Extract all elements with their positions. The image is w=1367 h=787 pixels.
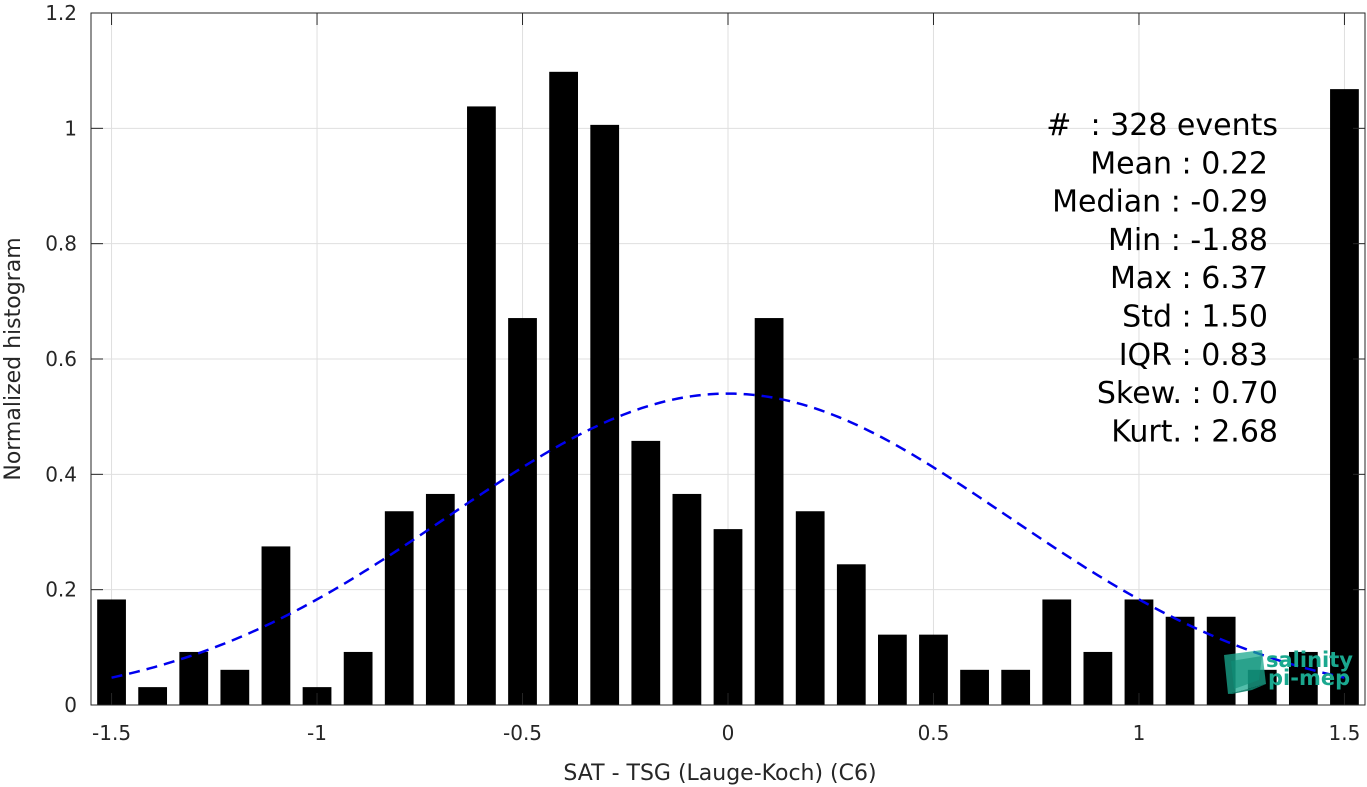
bar-21 bbox=[960, 669, 989, 705]
bar-24 bbox=[1083, 651, 1113, 705]
bar-6 bbox=[343, 651, 373, 705]
bar-23 bbox=[1042, 599, 1072, 705]
stat-line-6: IQR : 0.83 bbox=[1119, 338, 1268, 373]
bar-22 bbox=[1001, 669, 1031, 705]
logo-text-line2: pi-mep bbox=[1268, 666, 1350, 690]
stat-line-0: # : 328 events bbox=[1046, 108, 1278, 143]
x-tick-label-6: 1.5 bbox=[1329, 721, 1361, 745]
bar-1 bbox=[138, 687, 168, 705]
axes bbox=[90, 12, 1366, 706]
stat-line-1: Mean : 0.22 bbox=[1090, 146, 1268, 181]
bar-19 bbox=[878, 634, 907, 705]
x-axis-label: SAT - TSG (Lauge-Koch) (C6) bbox=[563, 761, 876, 786]
bar-3 bbox=[220, 669, 250, 705]
bar-12 bbox=[590, 124, 620, 705]
bar-7 bbox=[384, 511, 414, 705]
bar-18 bbox=[836, 564, 866, 705]
stat-line-4: Max : 6.37 bbox=[1110, 261, 1268, 296]
y-tick-label-1: 0.2 bbox=[45, 578, 77, 602]
bar-10 bbox=[508, 318, 537, 705]
stat-line-2: Median : -0.29 bbox=[1052, 185, 1268, 220]
y-tick-label-2: 0.4 bbox=[45, 462, 77, 486]
salinity-pimep-logo: salinity pi-mep bbox=[1224, 648, 1353, 694]
bar-26 bbox=[1165, 616, 1195, 705]
bars bbox=[97, 71, 1359, 706]
y-tick-label-4: 0.8 bbox=[45, 232, 77, 256]
x-tick-label-0: -1.5 bbox=[92, 721, 131, 745]
bar-11 bbox=[549, 71, 578, 705]
logo-text-line1: salinity bbox=[1266, 648, 1353, 672]
stat-line-8: Kurt. : 2.68 bbox=[1111, 414, 1278, 449]
bar-14 bbox=[672, 493, 702, 705]
bar-30 bbox=[1330, 89, 1359, 706]
bar-8 bbox=[425, 493, 455, 705]
y-tick-label-0: 0 bbox=[64, 693, 77, 717]
fit-curve-line bbox=[111, 392, 1345, 679]
bar-9 bbox=[467, 106, 496, 706]
x-tick-label-5: 1 bbox=[1133, 721, 1146, 745]
tick-labels: -1.5 -1 -0.5 0 0.5 1 1.5 0 0.2 0.4 0.6 0.8 1 1.2 bbox=[45, 1, 1360, 745]
x-tick-label-1: -1 bbox=[307, 721, 327, 745]
bar-13 bbox=[631, 440, 661, 705]
bar-0 bbox=[97, 599, 126, 705]
y-axis-label: Normalized histogram bbox=[1, 237, 26, 480]
gaussian-fit bbox=[111, 392, 1345, 679]
bar-29 bbox=[1288, 651, 1318, 705]
bar-17 bbox=[795, 511, 825, 705]
y-tick-label-6: 1.2 bbox=[45, 1, 77, 25]
x-tick-label-4: 0.5 bbox=[918, 721, 950, 745]
stat-line-5: Std : 1.50 bbox=[1122, 300, 1268, 335]
bar-16 bbox=[754, 318, 784, 705]
bar-25 bbox=[1124, 599, 1154, 705]
y-tick-label-3: 0.6 bbox=[45, 347, 77, 371]
bar-2 bbox=[179, 651, 209, 705]
y-tick-label-5: 1 bbox=[64, 116, 77, 140]
x-tick-label-2: -0.5 bbox=[503, 721, 542, 745]
stat-line-3: Min : -1.88 bbox=[1108, 223, 1268, 258]
stat-line-7: Skew. : 0.70 bbox=[1097, 376, 1278, 411]
bar-15 bbox=[713, 529, 743, 705]
x-tick-label-3: 0 bbox=[722, 721, 735, 745]
